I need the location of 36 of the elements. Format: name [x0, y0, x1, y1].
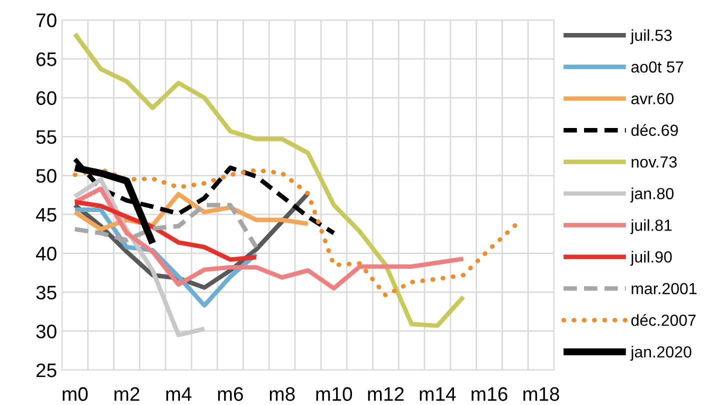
legend-label: déc.2007 [631, 314, 696, 326]
x-tick-label: m0 [62, 387, 88, 401]
legend-label: juil.53 [630, 29, 672, 44]
y-tick-label: 60 [36, 91, 56, 106]
y-tick-label: 45 [36, 208, 56, 222]
y-tick-label: 65 [36, 52, 56, 66]
legend-label: déc.69 [631, 124, 678, 136]
x-tick-label: m4 [166, 387, 192, 401]
line-series [72, 202, 258, 250]
legend-label: avr.60 [631, 92, 674, 104]
y-tick-label: 55 [36, 130, 56, 144]
x-tick-label: m14 [420, 387, 456, 401]
legend-label: ao0t 57 [631, 61, 684, 73]
legend-label: nov.73 [632, 156, 677, 168]
x-tick-label: m2 [114, 387, 140, 401]
y-tick-label: 25 [36, 363, 56, 378]
line-series [72, 200, 258, 262]
x-tick-label: m10 [316, 387, 352, 401]
legend-label: juil.90 [630, 250, 672, 266]
legend-label: juil.81 [630, 219, 672, 234]
line-series [72, 32, 466, 328]
x-tick-label: m12 [368, 387, 404, 401]
line-series [72, 186, 466, 291]
x-tick-label: m6 [218, 387, 243, 401]
legend-label: jan.80 [630, 188, 674, 202]
y-tick-label: 40 [36, 246, 56, 261]
x-tick-label: m16 [472, 387, 508, 401]
legend-label: jan.2020 [630, 346, 692, 361]
legend-label: mar.2001 [632, 282, 696, 294]
y-tick-label: 30 [36, 324, 56, 338]
x-tick-label: m8 [270, 387, 295, 401]
line-series [72, 167, 518, 298]
y-tick-label: 70 [36, 13, 56, 28]
y-tick-label: 35 [36, 286, 56, 300]
x-tick-label: m18 [523, 387, 560, 401]
y-tick-label: 50 [36, 169, 56, 183]
